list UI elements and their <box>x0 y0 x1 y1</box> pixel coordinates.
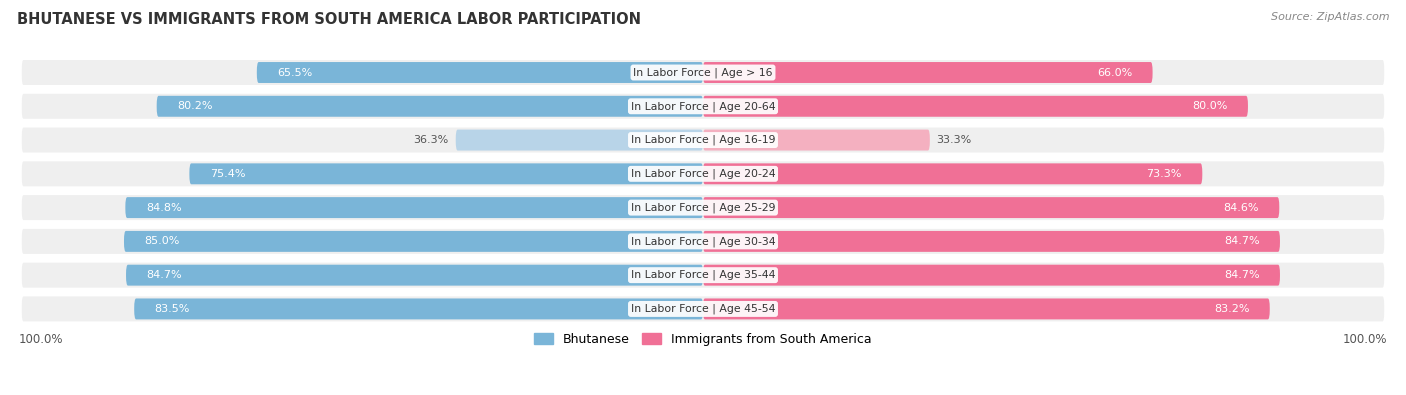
Text: 73.3%: 73.3% <box>1146 169 1182 179</box>
Text: 83.2%: 83.2% <box>1213 304 1250 314</box>
Text: 75.4%: 75.4% <box>209 169 245 179</box>
FancyBboxPatch shape <box>127 265 703 286</box>
Text: 80.2%: 80.2% <box>177 101 212 111</box>
Text: 66.0%: 66.0% <box>1097 68 1132 77</box>
FancyBboxPatch shape <box>703 299 1270 320</box>
Text: In Labor Force | Age 45-54: In Labor Force | Age 45-54 <box>631 304 775 314</box>
FancyBboxPatch shape <box>703 164 1202 184</box>
FancyBboxPatch shape <box>703 265 1279 286</box>
FancyBboxPatch shape <box>703 62 1153 83</box>
FancyBboxPatch shape <box>456 130 703 150</box>
Text: BHUTANESE VS IMMIGRANTS FROM SOUTH AMERICA LABOR PARTICIPATION: BHUTANESE VS IMMIGRANTS FROM SOUTH AMERI… <box>17 12 641 27</box>
Text: Source: ZipAtlas.com: Source: ZipAtlas.com <box>1271 12 1389 22</box>
Text: 80.0%: 80.0% <box>1192 101 1227 111</box>
FancyBboxPatch shape <box>703 96 1249 117</box>
Text: In Labor Force | Age 16-19: In Labor Force | Age 16-19 <box>631 135 775 145</box>
Text: In Labor Force | Age 35-44: In Labor Force | Age 35-44 <box>631 270 775 280</box>
FancyBboxPatch shape <box>22 229 1384 254</box>
Text: In Labor Force | Age 20-24: In Labor Force | Age 20-24 <box>631 169 775 179</box>
FancyBboxPatch shape <box>22 128 1384 152</box>
Text: 100.0%: 100.0% <box>18 333 63 346</box>
FancyBboxPatch shape <box>703 197 1279 218</box>
Text: In Labor Force | Age > 16: In Labor Force | Age > 16 <box>633 67 773 78</box>
Text: 33.3%: 33.3% <box>936 135 972 145</box>
FancyBboxPatch shape <box>22 195 1384 220</box>
Text: 84.7%: 84.7% <box>1223 270 1260 280</box>
Text: 84.6%: 84.6% <box>1223 203 1258 213</box>
Text: 84.7%: 84.7% <box>146 270 183 280</box>
FancyBboxPatch shape <box>257 62 703 83</box>
FancyBboxPatch shape <box>156 96 703 117</box>
FancyBboxPatch shape <box>22 296 1384 322</box>
Text: In Labor Force | Age 30-34: In Labor Force | Age 30-34 <box>631 236 775 246</box>
Text: In Labor Force | Age 20-64: In Labor Force | Age 20-64 <box>631 101 775 111</box>
FancyBboxPatch shape <box>190 164 703 184</box>
Legend: Bhutanese, Immigrants from South America: Bhutanese, Immigrants from South America <box>529 328 877 351</box>
FancyBboxPatch shape <box>22 60 1384 85</box>
Text: In Labor Force | Age 25-29: In Labor Force | Age 25-29 <box>631 202 775 213</box>
Text: 85.0%: 85.0% <box>145 236 180 246</box>
FancyBboxPatch shape <box>22 263 1384 288</box>
Text: 84.7%: 84.7% <box>1223 236 1260 246</box>
Text: 36.3%: 36.3% <box>413 135 449 145</box>
FancyBboxPatch shape <box>22 161 1384 186</box>
FancyBboxPatch shape <box>22 94 1384 119</box>
FancyBboxPatch shape <box>124 231 703 252</box>
Text: 100.0%: 100.0% <box>1343 333 1388 346</box>
Text: 84.8%: 84.8% <box>146 203 181 213</box>
FancyBboxPatch shape <box>703 231 1279 252</box>
FancyBboxPatch shape <box>703 130 929 150</box>
Text: 65.5%: 65.5% <box>277 68 312 77</box>
Text: 83.5%: 83.5% <box>155 304 190 314</box>
FancyBboxPatch shape <box>134 299 703 320</box>
FancyBboxPatch shape <box>125 197 703 218</box>
